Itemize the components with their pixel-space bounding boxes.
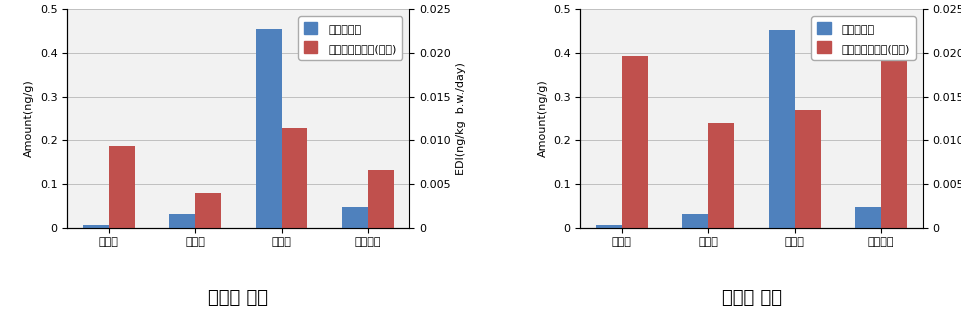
Bar bbox=[195, 193, 221, 228]
Bar bbox=[795, 110, 821, 228]
Bar bbox=[682, 214, 708, 228]
Bar bbox=[855, 207, 881, 228]
Legend: 평균오염도, 일일인체노출량(극단): 평균오염도, 일일인체노출량(극단) bbox=[811, 16, 916, 60]
Bar bbox=[622, 56, 648, 228]
Bar bbox=[342, 207, 368, 228]
Bar bbox=[109, 146, 135, 228]
Y-axis label: Amount(ng/g): Amount(ng/g) bbox=[24, 80, 35, 157]
Bar bbox=[83, 225, 109, 228]
Y-axis label: EDI(ng/kg  b.w./day): EDI(ng/kg b.w./day) bbox=[456, 62, 466, 175]
Bar bbox=[169, 214, 195, 228]
Bar bbox=[256, 29, 282, 228]
Bar bbox=[708, 123, 734, 228]
Bar bbox=[769, 30, 795, 228]
Text: 전연령 극단: 전연령 극단 bbox=[722, 289, 781, 307]
Legend: 평균오염도, 일일인체노출량(평균): 평균오염도, 일일인체노출량(평균) bbox=[298, 16, 403, 60]
Bar bbox=[368, 170, 394, 228]
Y-axis label: Amount(ng/g): Amount(ng/g) bbox=[537, 80, 548, 157]
Bar bbox=[282, 128, 308, 228]
Bar bbox=[881, 53, 907, 228]
Text: 전연령 평균: 전연령 평균 bbox=[209, 289, 268, 307]
Bar bbox=[596, 225, 622, 228]
